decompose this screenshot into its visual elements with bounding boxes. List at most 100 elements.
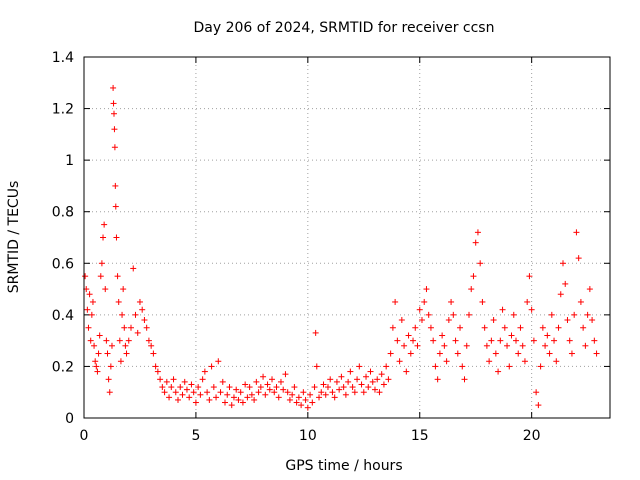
data-point [351,389,358,396]
data-point [239,399,246,406]
data-point [322,391,329,398]
data-point [365,384,372,391]
data-point [539,324,546,331]
data-point [298,402,305,409]
data-point [459,363,466,370]
y-tick-label: 1.2 [52,102,74,118]
data-point [313,363,320,370]
data-point [497,337,504,344]
data-point [551,337,558,344]
data-point [235,396,242,403]
data-point [349,384,356,391]
data-point [82,273,89,280]
data-point [102,286,109,293]
data-point [568,350,575,357]
data-point [508,332,515,339]
data-point [454,350,461,357]
data-point [430,337,437,344]
data-point [175,396,182,403]
data-point [486,358,493,365]
data-point [108,342,115,349]
data-point [546,350,553,357]
data-point [206,396,213,403]
data-point [371,386,378,393]
data-point [423,286,430,293]
data-point [208,363,215,370]
data-point [177,384,184,391]
data-point [266,386,273,393]
data-point [463,342,470,349]
x-tick-label: 20 [523,428,541,444]
data-point [465,311,472,318]
y-tick-label: 0.6 [52,256,74,272]
data-point [181,378,188,385]
data-point [450,311,457,318]
data-point [120,286,127,293]
data-point [407,350,414,357]
data-point [134,329,141,336]
data-point [427,324,434,331]
y-tick-label: 0.8 [52,205,74,221]
data-point [492,350,499,357]
data-point [289,391,296,398]
data-point [519,342,526,349]
data-point [396,358,403,365]
data-point [293,399,300,406]
data-point [342,391,349,398]
data-point [213,394,220,401]
data-point [117,358,124,365]
data-point [110,84,117,91]
data-point [93,363,100,370]
x-axis-title: GPS time / hours [285,458,402,474]
data-point [461,376,468,383]
data-point [383,363,390,370]
data-point [524,298,531,305]
data-point [119,311,126,318]
data-point [95,350,102,357]
data-point [86,291,93,298]
data-point [537,363,544,370]
data-point [501,324,508,331]
data-point [468,286,475,293]
data-point [380,381,387,388]
data-point [312,329,319,336]
data-point [504,342,511,349]
data-point [300,389,307,396]
data-point [553,358,560,365]
data-point [559,260,566,267]
data-point [548,311,555,318]
data-point [136,298,143,305]
data-point [591,337,598,344]
data-point [98,260,105,267]
data-point [526,273,533,280]
data-point [190,389,197,396]
data-point [331,394,338,401]
data-point [139,306,146,313]
data-point [91,342,98,349]
data-point [260,373,267,380]
data-point [495,368,502,375]
data-point [110,100,117,107]
data-point [275,394,282,401]
data-point [472,239,479,246]
data-point [517,324,524,331]
data-point [282,371,289,378]
data-point [566,337,573,344]
data-point [159,384,166,391]
data-point [432,363,439,370]
data-point [394,337,401,344]
data-point [562,280,569,287]
data-point [262,391,269,398]
data-point [286,396,293,403]
data-point [253,378,260,385]
data-point [336,386,343,393]
data-point [392,298,399,305]
data-point [302,396,309,403]
data-point [414,342,421,349]
data-point [356,363,363,370]
data-point [210,384,217,391]
data-point [307,391,314,398]
data-point [222,399,229,406]
data-point [584,311,591,318]
